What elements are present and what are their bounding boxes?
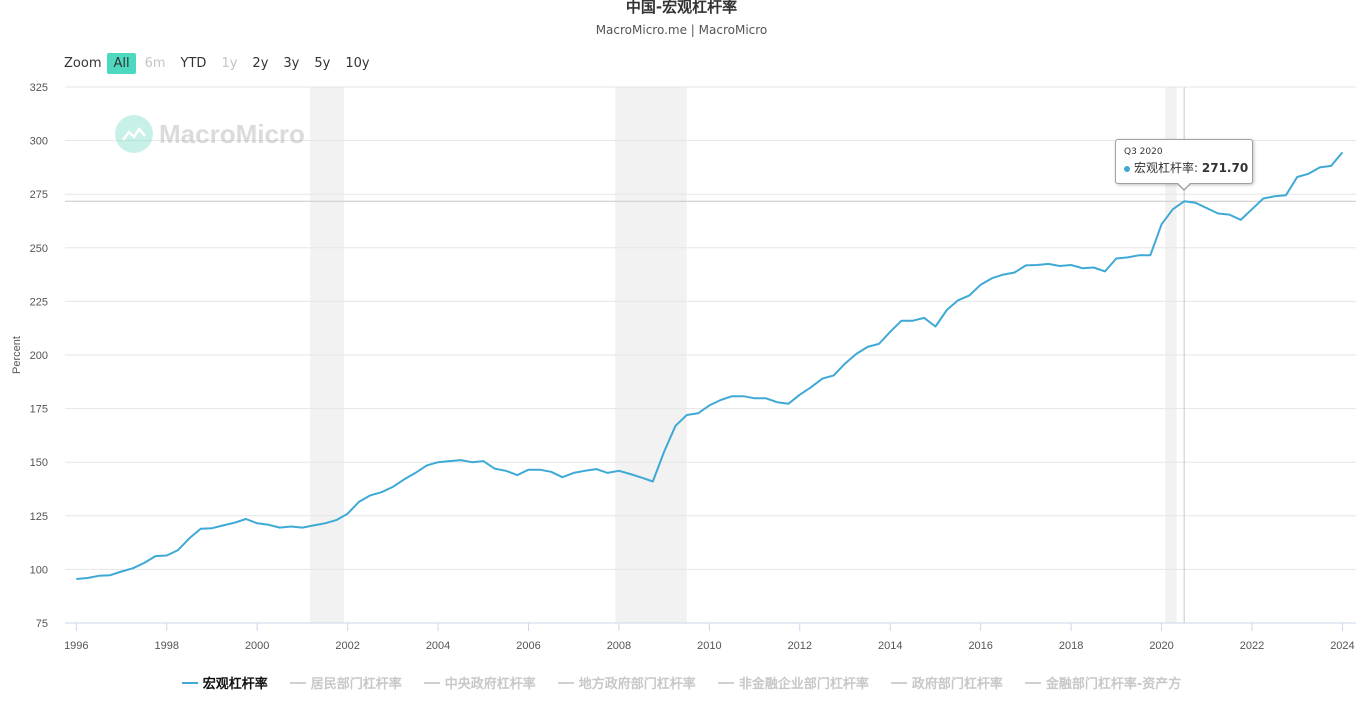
legend-item-household[interactable]: 居民部门杠杆率 [289,673,402,692]
tooltip-series-name: 宏观杠杆率 [1134,161,1195,175]
x-tick-label: 2018 [1059,640,1083,652]
legend-line-icon [289,681,306,684]
zoom-ytd-button[interactable]: YTD [180,56,207,71]
legend-label: 居民部门杠杆率 [310,677,402,692]
tooltip-value: 271.70 [1201,161,1249,175]
zoom-all-button[interactable]: All [107,53,136,74]
x-tick-label: 2012 [788,640,812,652]
y-tick-label: 250 [30,243,48,255]
zoom-label: Zoom [64,56,102,71]
macromicro-logo-icon [115,115,153,153]
zoom-2y-button[interactable]: 2y [252,56,269,71]
x-tick-label: 1998 [155,640,179,652]
y-axis-label: Percent [11,336,23,374]
x-tick-label: 2000 [245,640,269,652]
zoom-10y-button[interactable]: 10y [345,56,370,71]
series-dot-icon [1124,165,1130,172]
y-tick-label: 225 [30,296,48,308]
zoom-5y-button[interactable]: 5y [314,56,331,71]
x-tick-label: 2008 [607,640,631,652]
y-tick-label: 325 [30,82,48,94]
legend-label: 金融部门杠杆率-资产方 [1045,677,1182,692]
watermark-text: MacroMicro [159,118,305,149]
legend-line-icon [1024,681,1041,684]
legend-label: 政府部门杠杆率 [911,677,1003,692]
y-tick-label: 300 [30,136,48,148]
legend-line-icon [181,681,198,684]
x-tick-label: 2006 [516,640,540,652]
watermark: MacroMicro [115,115,305,153]
y-tick-label: 175 [30,404,48,416]
series-line [76,151,1344,580]
x-tick-label: 2024 [1330,640,1354,652]
tooltip-row: 宏观杠杆率: 271.70 [1124,159,1248,176]
legend-item-central-government[interactable]: 中央政府杠杆率 [423,673,536,692]
chart-title: 中国-宏观杠杆率 [625,0,738,16]
legend-line-icon [557,681,574,684]
zoom-3y-button[interactable]: 3y [283,56,300,71]
zoom-6m-button[interactable]: 6m [144,56,166,71]
legend-item-non-financial-corporate[interactable]: 非金融企业部门杠杆率 [717,673,869,692]
x-tick-label: 2014 [878,640,902,652]
x-tick-label: 2022 [1240,640,1264,652]
y-tick-label: 75 [36,618,48,630]
y-tick-label: 200 [30,350,48,362]
y-tick-label: 100 [30,564,48,576]
y-tick-label: 150 [30,457,48,469]
x-tick-label: 2010 [697,640,721,652]
legend-item-government[interactable]: 政府部门杠杆率 [890,673,1003,692]
zoom-bar: Zoom All 6m YTD 1y 2y 3y 5y 10y [64,53,379,74]
legend: 宏观杠杆率 居民部门杠杆率 中央政府杠杆率 地方政府部门杠杆率 非金融企业部门杠… [0,673,1363,692]
x-tick-label: 2004 [426,640,450,652]
legend-item-financial-assets[interactable]: 金融部门杠杆率-资产方 [1024,673,1182,692]
tooltip-date: Q3 2020 [1124,147,1163,157]
x-tick-label: 1996 [64,640,88,652]
chart-subtitle: MacroMicro.me | MacroMicro [595,23,768,37]
legend-item-macro-leverage[interactable]: 宏观杠杆率 [181,673,268,692]
legend-item-local-government[interactable]: 地方政府部门杠杆率 [557,673,696,692]
y-tick-label: 275 [30,189,48,201]
legend-line-icon [423,681,440,684]
x-tick-label: 2016 [968,640,992,652]
tooltip-arrow-inner [1177,182,1191,189]
zoom-1y-button[interactable]: 1y [221,56,238,71]
legend-label: 非金融企业部门杠杆率 [738,677,869,692]
x-tick-label: 2020 [1149,640,1173,652]
x-tick-label: 2002 [335,640,359,652]
tooltip: Q3 2020 宏观杠杆率: 271.70 [1115,139,1253,184]
legend-line-icon [717,681,734,684]
legend-label: 中央政府杠杆率 [444,677,536,692]
legend-line-icon [890,681,907,684]
legend-label: 地方政府部门杠杆率 [578,677,696,692]
y-tick-label: 125 [30,511,48,523]
legend-label: 宏观杠杆率 [202,677,268,692]
